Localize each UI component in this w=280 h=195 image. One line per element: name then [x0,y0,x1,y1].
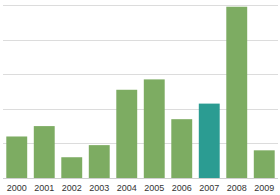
bar [254,150,275,178]
bar [171,119,192,178]
bar [199,104,220,178]
x-tick-label: 2003 [89,183,109,193]
bar [144,79,165,178]
x-tick-label: 2002 [62,183,82,193]
x-axis-line [3,178,278,179]
x-tick-label: 2000 [7,183,27,193]
bar [6,136,27,178]
x-tick-label: 2007 [199,183,219,193]
bar [61,157,82,178]
bars [6,7,274,178]
x-tick-label: 2001 [34,183,54,193]
x-tick-label: 2005 [144,183,164,193]
grid-line [3,178,278,179]
chart-svg: 2000 2001 2002 2003 2004 2005 2006 2007 2008 2009 [0,0,280,195]
bar [116,90,137,178]
chart-container: 2000 2001 2002 2003 2004 2005 2006 2007 2008 2009 [0,0,280,195]
bar [34,126,55,178]
x-tick-label: 2004 [117,183,137,193]
x-tick-label: 2008 [227,183,247,193]
grid-line [3,5,278,6]
bar [89,145,110,178]
bar [226,7,247,178]
x-tick-label: 2006 [172,183,192,193]
x-tick-label: 2009 [254,183,274,193]
